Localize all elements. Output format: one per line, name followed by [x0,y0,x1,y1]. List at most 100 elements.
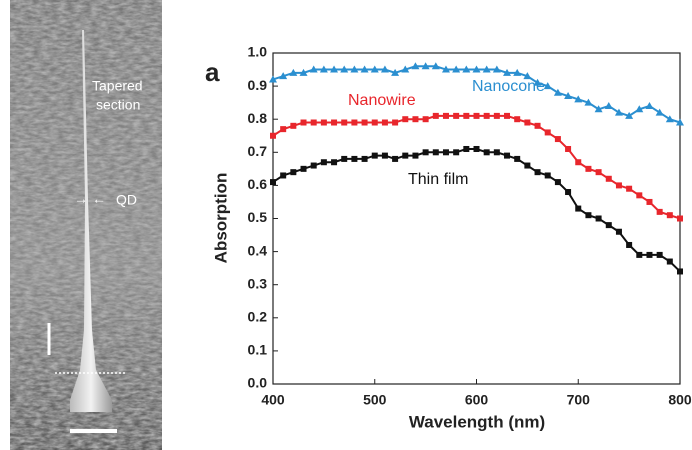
marker [595,215,602,222]
marker [534,169,541,176]
panel-label: a [205,57,220,87]
marker [361,155,368,162]
marker [565,145,572,152]
marker [565,189,572,196]
plot-frame [272,52,681,385]
series-line [272,114,681,220]
marker [412,116,419,123]
marker [646,251,653,258]
series-label: Thin film [408,171,468,188]
marker [656,208,663,215]
marker [392,155,399,162]
marker [300,119,307,126]
marker [554,136,561,143]
marker [392,119,399,126]
marker [543,82,552,90]
x-tick-label: 700 [567,392,591,408]
marker [483,112,490,119]
marker [646,198,653,205]
marker [402,116,409,123]
marker [412,152,419,159]
marker [320,159,327,166]
marker [635,105,644,113]
marker [493,149,500,156]
y-axis-label: Absorption [211,173,230,264]
marker [504,112,511,119]
marker [594,105,603,113]
marker [615,182,622,189]
marker [331,159,338,166]
marker [473,145,480,152]
marker [534,122,541,129]
marker [289,68,298,76]
marker [340,65,349,73]
y-tick-label: 0.7 [248,143,268,159]
x-axis-label: Wavelength (nm) [409,412,545,431]
marker [350,65,359,73]
marker [564,92,573,100]
marker [411,62,420,70]
marker [585,165,592,172]
marker [441,65,450,73]
marker [553,88,562,96]
marker [493,112,500,119]
marker [422,116,429,123]
marker [290,122,297,129]
marker [666,258,673,265]
y-tick-label: 1.0 [248,44,268,60]
x-tick-label: 800 [668,392,692,408]
marker [381,152,388,159]
y-tick-label: 0.8 [248,110,268,126]
marker [584,98,593,106]
marker [300,165,307,172]
marker [514,116,521,123]
marker [391,68,400,76]
marker [482,65,491,73]
marker [279,72,288,80]
marker [290,169,297,176]
marker [655,108,664,116]
y-tick-label: 0.3 [248,275,268,291]
marker [615,228,622,235]
marker [432,149,439,156]
marker [554,179,561,186]
marker [351,155,358,162]
y-tick-label: 0.0 [248,375,268,391]
marker [370,65,379,73]
marker [504,152,511,159]
marker [472,65,481,73]
marker [381,119,388,126]
marker [421,62,430,70]
marker [483,149,490,156]
series-label: Nanocone [472,78,545,95]
y-tick-label: 0.1 [248,342,268,358]
marker [310,119,317,126]
marker [666,212,673,219]
marker [453,149,460,156]
marker [636,192,643,199]
marker [503,68,512,76]
marker [341,119,348,126]
marker [677,215,683,222]
marker [575,205,582,212]
x-tick-label: 600 [465,392,489,408]
marker [453,112,460,119]
marker [614,108,623,116]
marker [331,119,338,126]
marker [636,251,643,258]
marker [341,155,348,162]
marker [676,118,684,126]
image-label: Tapered [92,78,143,94]
image-label: section [96,97,140,113]
marker [626,185,633,192]
marker [422,149,429,156]
marker [605,222,612,229]
marker [432,112,439,119]
marker [544,129,551,136]
marker [677,268,683,275]
marker [656,251,663,258]
marker [463,145,470,152]
marker [371,152,378,159]
marker [533,78,542,86]
marker [645,101,654,109]
